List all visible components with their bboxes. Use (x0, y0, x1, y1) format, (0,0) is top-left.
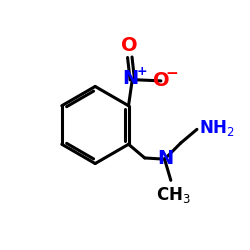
Text: O: O (122, 36, 138, 55)
Text: N: N (122, 69, 138, 88)
Text: CH$_3$: CH$_3$ (156, 185, 191, 205)
Text: N: N (157, 149, 173, 168)
Text: O: O (153, 71, 170, 90)
Text: −: − (165, 66, 178, 82)
Text: +: + (136, 65, 147, 78)
Text: NH$_2$: NH$_2$ (200, 118, 235, 138)
